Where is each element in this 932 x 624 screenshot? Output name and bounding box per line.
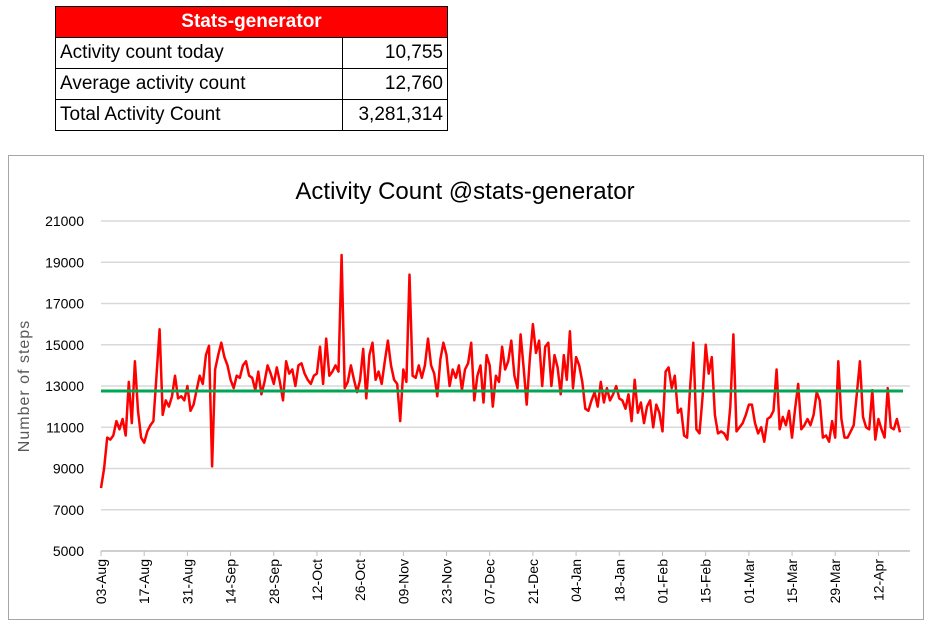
x-tick-label: 01-Mar	[741, 559, 757, 604]
y-tick-label: 9000	[53, 461, 84, 477]
x-tick-label: 31-Aug	[179, 559, 195, 604]
x-tick-label: 28-Sep	[266, 559, 282, 604]
x-tick-label: 07-Dec	[482, 559, 498, 604]
x-tick-label: 29-Mar	[827, 559, 843, 604]
x-tick-label: 15-Mar	[784, 559, 800, 604]
y-tick-label: 13000	[45, 378, 84, 394]
y-tick-label: 19000	[45, 254, 84, 270]
y-tick-label: 5000	[53, 543, 84, 559]
x-tick-label: 18-Jan	[611, 559, 627, 602]
y-tick-label: 21000	[45, 213, 84, 229]
x-tick-label: 15-Feb	[698, 559, 714, 604]
y-axis-label: Number of steps	[16, 320, 33, 452]
x-tick-label: 03-Aug	[93, 559, 109, 604]
y-tick-label: 11000	[46, 419, 84, 435]
y-tick-label: 7000	[53, 502, 84, 518]
table-row: Activity count today 10,755	[55, 37, 448, 69]
x-tick-label: 21-Dec	[525, 559, 541, 604]
stats-table-title: Stats-generator	[55, 6, 448, 38]
x-tick-label: 01-Feb	[654, 559, 670, 604]
stats-table: Stats-generator Activity count today 10,7…	[55, 6, 448, 131]
chart-title: Activity Count @stats-generator	[295, 178, 634, 205]
chart-area	[8, 155, 924, 620]
x-tick-label: 14-Sep	[223, 559, 239, 604]
activity-line	[99, 253, 902, 489]
y-tick-label: 17000	[45, 296, 84, 312]
row-label: Total Activity Count	[55, 99, 343, 131]
row-value: 12,760	[342, 68, 448, 100]
row-label: Activity count today	[55, 37, 343, 69]
x-tick-label: 12-Oct	[309, 559, 325, 601]
row-value: 10,755	[342, 37, 448, 69]
x-tick-label: 17-Aug	[136, 559, 152, 604]
x-tick-label: 26-Oct	[352, 559, 368, 601]
x-tick-label: 04-Jan	[568, 559, 584, 602]
x-tick-label: 23-Nov	[439, 559, 455, 604]
x-tick-label: 12-Apr	[870, 559, 886, 601]
x-tick-label: 09-Nov	[395, 559, 411, 604]
y-tick-label: 15000	[45, 337, 84, 353]
table-row: Total Activity Count 3,281,314	[55, 99, 448, 131]
row-value: 3,281,314	[342, 99, 448, 131]
